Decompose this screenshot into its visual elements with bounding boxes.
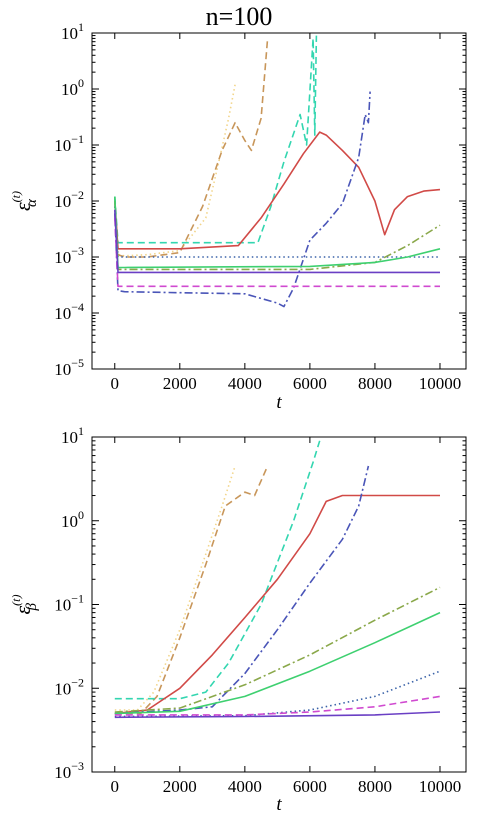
y-tick-label: 10−1 — [54, 132, 84, 155]
x-axis-title: t — [276, 794, 282, 815]
series-line-1 — [114, 465, 236, 711]
series-line-7 — [114, 586, 441, 713]
series-line-8 — [114, 196, 441, 269]
x-tick-label: 0 — [111, 777, 120, 796]
series-line-5 — [114, 465, 370, 715]
series-line-1 — [114, 84, 236, 257]
x-tick-label: 4000 — [228, 374, 262, 393]
y-tick-label: 10−5 — [54, 356, 84, 379]
series-line-4 — [114, 131, 441, 250]
series-line-10 — [114, 209, 440, 274]
x-tick-label: 0 — [111, 374, 120, 393]
x-tick-label: 6000 — [293, 374, 327, 393]
y-tick-label: 101 — [61, 424, 84, 447]
plot-frame — [91, 32, 467, 370]
series-line-8 — [114, 611, 441, 715]
x-tick-label: 4000 — [228, 777, 262, 796]
figure-title: n=100 — [205, 2, 273, 31]
y-axis-title: ε(t)β — [9, 594, 40, 614]
series-line-2 — [114, 465, 269, 715]
y-tick-label: 101 — [61, 20, 84, 43]
y-axis-title: ε(t)α — [9, 191, 40, 211]
series-line-3 — [114, 440, 321, 700]
x-tick-label: 10000 — [419, 777, 462, 796]
series-line-3 — [114, 35, 318, 244]
series-line-2 — [114, 38, 269, 258]
y-tick-label: 100 — [61, 76, 84, 99]
panel-beta-chart: 0 2000 4000 6000 8000 10000 10−3 10−2 10−1 100 101… — [9, 424, 467, 815]
y-tick-label: 10−3 — [54, 244, 84, 267]
x-tick-label: 8000 — [358, 777, 392, 796]
x-tick-label: 2000 — [163, 777, 197, 796]
y-tick-label: 10−1 — [54, 592, 84, 615]
y-tick-label: 10−4 — [54, 300, 84, 323]
y-tick-label: 10−3 — [54, 759, 84, 782]
y-tick-label: 100 — [61, 508, 84, 531]
x-tick-label: 2000 — [163, 374, 197, 393]
plot-frame — [91, 436, 467, 773]
x-axis-title: t — [276, 392, 282, 412]
panel-alpha-chart: 0 2000 4000 6000 8000 10000 10−5 10−4 10−3 10−2 10… — [9, 20, 467, 412]
series-line-4 — [114, 494, 440, 715]
x-tick-label: 10000 — [419, 374, 462, 393]
series-line-10 — [114, 711, 441, 719]
y-tick-label: 10−2 — [54, 675, 84, 698]
y-tick-label: 10−2 — [54, 188, 84, 211]
x-tick-label: 8000 — [358, 374, 392, 393]
x-tick-label: 6000 — [293, 777, 327, 796]
series-line-5 — [114, 91, 371, 308]
